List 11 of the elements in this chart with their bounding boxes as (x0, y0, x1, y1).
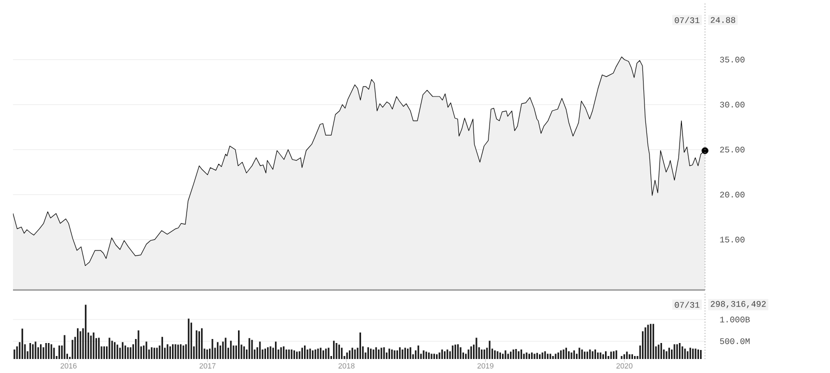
y-tick-label: 15.00 (720, 236, 745, 242)
annotation: 07/31 (674, 16, 700, 24)
y-tick-label: 30.00 (720, 102, 745, 108)
y-tick-label: 500.0M (720, 338, 750, 344)
y-tick-label: 20.00 (720, 192, 745, 198)
text: 298,316,492 (710, 301, 766, 308)
y-tick-label: 25.00 (720, 146, 745, 152)
y-tick-label: 1.000B (720, 316, 750, 322)
text: 24.88 (710, 17, 736, 23)
annotation: 07/31 (674, 302, 700, 308)
y-tick-label: 35.00 (720, 56, 745, 62)
